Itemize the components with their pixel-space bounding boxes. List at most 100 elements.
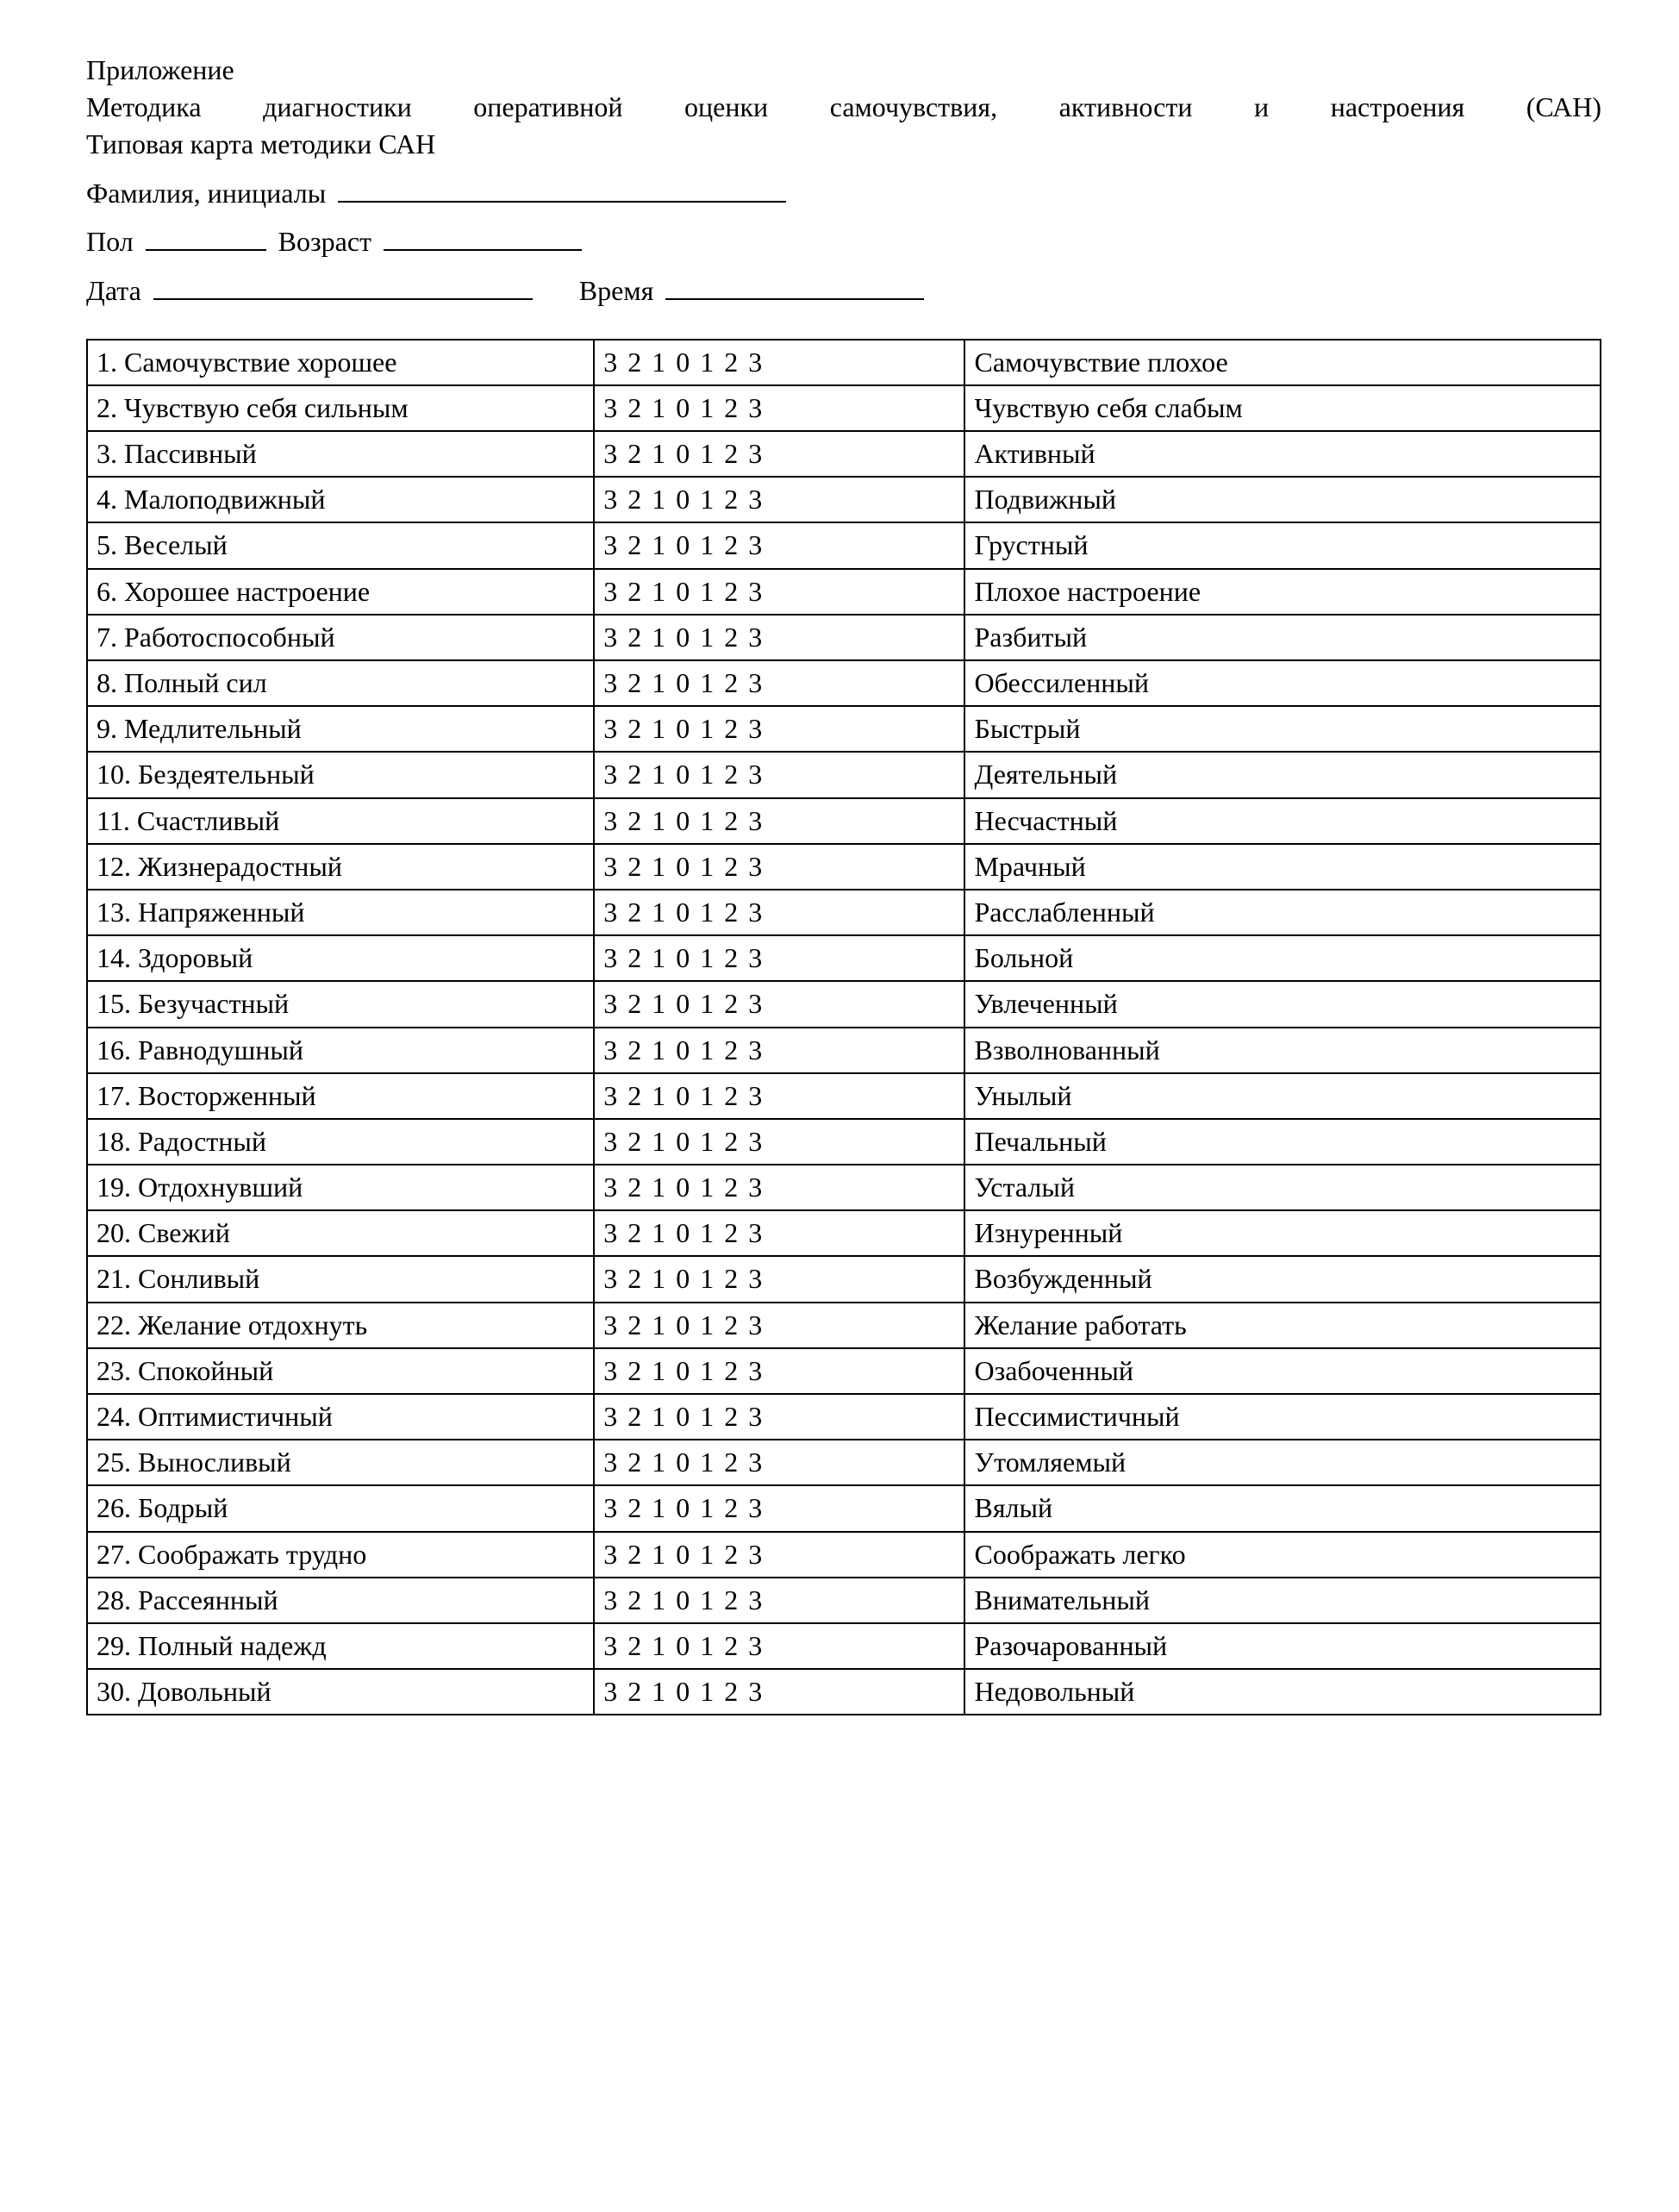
- row-right-term: Подвижный: [964, 477, 1601, 522]
- row-right-term: Самочувствие плохое: [964, 340, 1601, 385]
- sex-label: Пол: [86, 223, 134, 260]
- table-row: 17. Восторженный3 2 1 0 1 2 3Унылый: [87, 1073, 1601, 1119]
- row-scale[interactable]: 3 2 1 0 1 2 3: [594, 385, 964, 431]
- row-scale[interactable]: 3 2 1 0 1 2 3: [594, 981, 964, 1027]
- row-left-term: 21. Сонливый: [87, 1256, 594, 1302]
- row-scale[interactable]: 3 2 1 0 1 2 3: [594, 1440, 964, 1485]
- row-scale[interactable]: 3 2 1 0 1 2 3: [594, 477, 964, 522]
- row-scale[interactable]: 3 2 1 0 1 2 3: [594, 1394, 964, 1440]
- row-left-term: 13. Напряженный: [87, 890, 594, 935]
- row-scale[interactable]: 3 2 1 0 1 2 3: [594, 340, 964, 385]
- row-right-term: Внимательный: [964, 1578, 1601, 1623]
- row-right-term: Разочарованный: [964, 1623, 1601, 1669]
- row-right-term: Пессимистичный: [964, 1394, 1601, 1440]
- row-left-term: 30. Довольный: [87, 1669, 594, 1715]
- table-row: 8. Полный сил3 2 1 0 1 2 3Обессиленный: [87, 660, 1601, 706]
- row-left-term: 18. Радостный: [87, 1119, 594, 1165]
- table-row: 29. Полный надежд3 2 1 0 1 2 3Разочарова…: [87, 1623, 1601, 1669]
- time-input-line[interactable]: [665, 269, 924, 299]
- table-row: 10. Бездеятельный3 2 1 0 1 2 3Деятельный: [87, 752, 1601, 797]
- row-scale[interactable]: 3 2 1 0 1 2 3: [594, 1210, 964, 1256]
- table-row: 22. Желание отдохнуть3 2 1 0 1 2 3Желани…: [87, 1303, 1601, 1348]
- row-left-term: 12. Жизнерадостный: [87, 844, 594, 890]
- row-scale[interactable]: 3 2 1 0 1 2 3: [594, 660, 964, 706]
- time-label: Время: [579, 272, 654, 309]
- row-left-term: 2. Чувствую себя сильным: [87, 385, 594, 431]
- row-scale[interactable]: 3 2 1 0 1 2 3: [594, 569, 964, 615]
- row-left-term: 25. Выносливый: [87, 1440, 594, 1485]
- row-left-term: 7. Работоспособный: [87, 615, 594, 660]
- row-scale[interactable]: 3 2 1 0 1 2 3: [594, 522, 964, 568]
- row-left-term: 23. Спокойный: [87, 1348, 594, 1394]
- table-row: 11. Счастливый3 2 1 0 1 2 3Несчастный: [87, 798, 1601, 844]
- table-row: 20. Свежий3 2 1 0 1 2 3Изнуренный: [87, 1210, 1601, 1256]
- row-scale[interactable]: 3 2 1 0 1 2 3: [594, 890, 964, 935]
- row-right-term: Усталый: [964, 1165, 1601, 1210]
- age-input-line[interactable]: [384, 221, 582, 251]
- row-right-term: Активный: [964, 431, 1601, 477]
- row-left-term: 10. Бездеятельный: [87, 752, 594, 797]
- row-left-term: 5. Веселый: [87, 522, 594, 568]
- row-scale[interactable]: 3 2 1 0 1 2 3: [594, 752, 964, 797]
- row-left-term: 15. Безучастный: [87, 981, 594, 1027]
- table-row: 1. Самочувствие хорошее3 2 1 0 1 2 3Само…: [87, 340, 1601, 385]
- date-input-line[interactable]: [153, 269, 533, 299]
- row-right-term: Печальный: [964, 1119, 1601, 1165]
- row-right-term: Озабоченный: [964, 1348, 1601, 1394]
- row-left-term: 20. Свежий: [87, 1210, 594, 1256]
- row-scale[interactable]: 3 2 1 0 1 2 3: [594, 844, 964, 890]
- row-right-term: Недовольный: [964, 1669, 1601, 1715]
- table-row: 16. Равнодушный3 2 1 0 1 2 3Взволнованны…: [87, 1028, 1601, 1073]
- sex-input-line[interactable]: [146, 221, 266, 251]
- row-right-term: Чувствую себя слабым: [964, 385, 1601, 431]
- surname-input-line[interactable]: [338, 172, 786, 203]
- table-row: 23. Спокойный3 2 1 0 1 2 3Озабоченный: [87, 1348, 1601, 1394]
- row-scale[interactable]: 3 2 1 0 1 2 3: [594, 431, 964, 477]
- row-scale[interactable]: 3 2 1 0 1 2 3: [594, 1028, 964, 1073]
- table-row: 21. Сонливый3 2 1 0 1 2 3Возбужденный: [87, 1256, 1601, 1302]
- row-left-term: 22. Желание отдохнуть: [87, 1303, 594, 1348]
- row-left-term: 16. Равнодушный: [87, 1028, 594, 1073]
- row-scale[interactable]: 3 2 1 0 1 2 3: [594, 1303, 964, 1348]
- table-row: 7. Работоспособный3 2 1 0 1 2 3Разбитый: [87, 615, 1601, 660]
- row-scale[interactable]: 3 2 1 0 1 2 3: [594, 615, 964, 660]
- table-row: 15. Безучастный3 2 1 0 1 2 3Увлеченный: [87, 981, 1601, 1027]
- row-scale[interactable]: 3 2 1 0 1 2 3: [594, 1348, 964, 1394]
- row-scale[interactable]: 3 2 1 0 1 2 3: [594, 1165, 964, 1210]
- row-scale[interactable]: 3 2 1 0 1 2 3: [594, 1485, 964, 1531]
- row-right-term: Плохое настроение: [964, 569, 1601, 615]
- row-left-term: 19. Отдохнувший: [87, 1165, 594, 1210]
- row-right-term: Несчастный: [964, 798, 1601, 844]
- row-scale[interactable]: 3 2 1 0 1 2 3: [594, 1578, 964, 1623]
- row-scale[interactable]: 3 2 1 0 1 2 3: [594, 706, 964, 752]
- table-row: 26. Бодрый3 2 1 0 1 2 3Вялый: [87, 1485, 1601, 1531]
- row-left-term: 9. Медлительный: [87, 706, 594, 752]
- row-scale[interactable]: 3 2 1 0 1 2 3: [594, 1119, 964, 1165]
- table-row: 18. Радостный3 2 1 0 1 2 3Печальный: [87, 1119, 1601, 1165]
- table-row: 12. Жизнерадостный3 2 1 0 1 2 3Мрачный: [87, 844, 1601, 890]
- table-row: 6. Хорошее настроение3 2 1 0 1 2 3Плохое…: [87, 569, 1601, 615]
- row-scale[interactable]: 3 2 1 0 1 2 3: [594, 1532, 964, 1578]
- san-table: 1. Самочувствие хорошее3 2 1 0 1 2 3Само…: [86, 339, 1601, 1716]
- method-title: Методика диагностики оперативной оценки …: [86, 89, 1601, 126]
- document-header: Приложение Методика диагностики оператив…: [86, 52, 1601, 309]
- table-row: 27. Соображать трудно3 2 1 0 1 2 3Сообра…: [87, 1532, 1601, 1578]
- row-right-term: Быстрый: [964, 706, 1601, 752]
- row-scale[interactable]: 3 2 1 0 1 2 3: [594, 1669, 964, 1715]
- table-row: 5. Веселый3 2 1 0 1 2 3Грустный: [87, 522, 1601, 568]
- table-row: 28. Рассеянный3 2 1 0 1 2 3Внимательный: [87, 1578, 1601, 1623]
- table-row: 3. Пассивный3 2 1 0 1 2 3Активный: [87, 431, 1601, 477]
- row-left-term: 17. Восторженный: [87, 1073, 594, 1119]
- row-scale[interactable]: 3 2 1 0 1 2 3: [594, 798, 964, 844]
- row-left-term: 29. Полный надежд: [87, 1623, 594, 1669]
- row-scale[interactable]: 3 2 1 0 1 2 3: [594, 935, 964, 981]
- row-scale[interactable]: 3 2 1 0 1 2 3: [594, 1623, 964, 1669]
- row-scale[interactable]: 3 2 1 0 1 2 3: [594, 1256, 964, 1302]
- row-left-term: 24. Оптимистичный: [87, 1394, 594, 1440]
- surname-label: Фамилия, инициалы: [86, 175, 326, 212]
- row-right-term: Деятельный: [964, 752, 1601, 797]
- row-scale[interactable]: 3 2 1 0 1 2 3: [594, 1073, 964, 1119]
- row-left-term: 27. Соображать трудно: [87, 1532, 594, 1578]
- table-row: 24. Оптимистичный3 2 1 0 1 2 3Пессимисти…: [87, 1394, 1601, 1440]
- row-right-term: Увлеченный: [964, 981, 1601, 1027]
